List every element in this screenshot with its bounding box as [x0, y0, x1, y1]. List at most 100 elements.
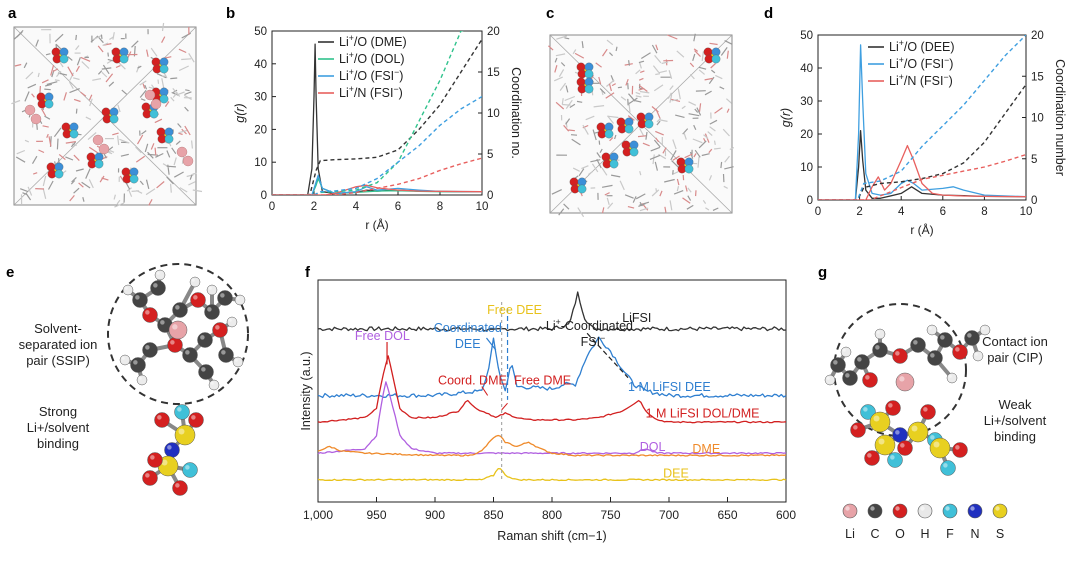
- y-tick-label: 0: [807, 195, 813, 207]
- y2-tick-label: 20: [487, 26, 500, 38]
- ssip-label-1: Solvent-: [34, 321, 82, 336]
- atom-highlight: [235, 359, 238, 362]
- atom-c: [199, 365, 214, 380]
- atom-highlight: [200, 335, 205, 340]
- y2-tick-label: 0: [1031, 195, 1037, 207]
- atom-sphere: [130, 175, 138, 183]
- atom-h: [973, 351, 983, 361]
- x-tick-label: 6: [940, 206, 946, 218]
- atom-highlight: [221, 350, 226, 355]
- legend-atom-label: S: [996, 527, 1004, 541]
- y-tick-label: 10: [800, 162, 813, 174]
- arrow-free-dme: [502, 403, 508, 410]
- solvent-bond: [562, 105, 571, 106]
- atom-o: [953, 345, 968, 360]
- atom-highlight: [857, 357, 862, 362]
- y-axis-label: g(r): [233, 103, 247, 122]
- x-tick-label: 900: [425, 508, 445, 522]
- atom-s: [870, 412, 890, 432]
- legend-label: Li+/O (DOL): [339, 50, 405, 66]
- ssip-label-2: separated ion: [19, 337, 98, 352]
- raman-series-5: [318, 469, 786, 481]
- x-tick-label: 700: [659, 508, 679, 522]
- atom-highlight: [982, 327, 985, 330]
- atom-n: [893, 428, 908, 443]
- atom-sphere: [120, 55, 128, 63]
- atom-highlight: [122, 357, 125, 360]
- atom-o: [148, 453, 163, 468]
- y2-tick-label: 10: [487, 108, 500, 120]
- legend-atom-label: N: [970, 527, 979, 541]
- legend-atom-highlight: [920, 506, 924, 510]
- annotation-fsi: FSI−: [581, 333, 606, 349]
- atom-highlight: [167, 445, 172, 450]
- x-axis-label: r (Å): [910, 222, 933, 237]
- solvent-bond: [171, 184, 172, 193]
- legend-label: Li+/N (FSI−): [339, 84, 403, 100]
- panel-label-c: c: [546, 5, 554, 22]
- legend-atom-c: [868, 504, 882, 518]
- x-tick-label: 650: [717, 508, 737, 522]
- legend-atom-highlight: [870, 506, 874, 510]
- atom-c: [938, 333, 953, 348]
- md-snapshot-a: [11, 23, 202, 207]
- solvent-bond: [673, 170, 674, 175]
- atom-highlight: [192, 279, 195, 282]
- atom-c: [205, 305, 220, 320]
- atom-h: [207, 285, 217, 295]
- atom-highlight: [867, 453, 872, 458]
- atom-c: [151, 281, 166, 296]
- atom-h: [123, 285, 133, 295]
- series-line-blue-cn: [272, 97, 482, 195]
- x-tick-label: 2: [856, 206, 862, 218]
- x-tick-label: 4: [353, 201, 360, 213]
- atom-highlight: [875, 345, 880, 350]
- atom-highlight: [201, 367, 206, 372]
- atom-h: [947, 373, 957, 383]
- atom-c: [183, 348, 198, 363]
- atom-highlight: [175, 483, 180, 488]
- legend-atom-li: [843, 504, 857, 518]
- atom-c: [911, 338, 926, 353]
- ssip-label-3: pair (SSIP): [26, 353, 90, 368]
- solvent-bond: [181, 59, 191, 60]
- solvent-bond: [618, 87, 622, 88]
- series-label: LiFSI: [622, 311, 651, 325]
- y2-axis-label: Coordination number: [1053, 59, 1067, 176]
- atom-o: [173, 481, 188, 496]
- atom-c: [133, 293, 148, 308]
- annotation-free-dme: Free DME: [514, 373, 571, 387]
- y-tick-label: 40: [800, 63, 813, 75]
- legend-atom-f: [943, 504, 957, 518]
- atom-highlight: [209, 287, 212, 290]
- atom-c: [198, 333, 213, 348]
- atom-highlight: [133, 360, 138, 365]
- atom-highlight: [135, 295, 140, 300]
- atom-highlight: [157, 415, 162, 420]
- weak-binding-label-1: Weak: [999, 397, 1032, 412]
- panel-label-a: a: [8, 5, 17, 22]
- series-label: DOL: [640, 440, 666, 454]
- solvent-bond: [714, 148, 721, 149]
- atom-highlight: [215, 325, 220, 330]
- atom-sphere: [60, 55, 68, 63]
- legend-label: Li+/N (FSI−): [889, 72, 953, 88]
- x-tick-label: 2: [311, 201, 317, 213]
- x-tick-label: 1,000: [303, 508, 333, 522]
- atom-f: [175, 405, 190, 420]
- legend-atom-s: [993, 504, 1007, 518]
- atom-h: [120, 355, 130, 365]
- atom-highlight: [229, 319, 232, 322]
- atom-highlight: [179, 429, 185, 435]
- series-label: 1 M LiFSI DOL/DME: [646, 407, 760, 421]
- atom-highlight: [874, 416, 880, 422]
- x-tick-label: 10: [476, 201, 489, 213]
- atom-o: [953, 443, 968, 458]
- panel-label-d: d: [764, 5, 773, 22]
- legend-atom-n: [968, 504, 982, 518]
- y2-tick-label: 5: [487, 149, 493, 161]
- atom-o: [865, 451, 880, 466]
- legend-atom-highlight: [995, 506, 999, 510]
- y-tick-label: 30: [254, 92, 267, 104]
- atom-highlight: [175, 305, 180, 310]
